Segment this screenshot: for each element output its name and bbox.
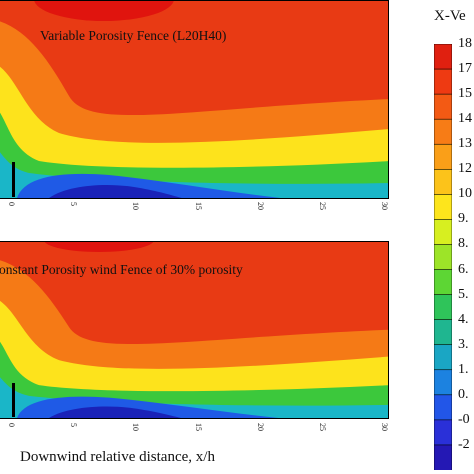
panel-title-top: Variable Porosity Fence (L20H40) (40, 28, 227, 43)
x-tick-label: 0 (7, 202, 16, 206)
legend-label: 8. (458, 236, 469, 252)
panel-title-bottom: onstant Porosity wind Fence of 30% poros… (0, 262, 243, 277)
band-navy (49, 406, 181, 418)
fence-marker-bottom (12, 383, 15, 417)
band-yellow (0, 66, 388, 198)
legend-swatch (434, 219, 452, 246)
legend-swatch (434, 44, 452, 70)
legend-label: 1. (458, 361, 469, 377)
legend-swatch (434, 143, 452, 171)
legend-label: 3. (458, 336, 469, 352)
legend-label: 15 (458, 86, 472, 102)
x-tick-label: 5 (69, 423, 79, 427)
legend-label: -2 (458, 436, 470, 452)
legend-label: 5. (458, 286, 469, 302)
legend-swatch (434, 394, 452, 421)
contour-panel-top: Variable Porosity Fence (L20H40) (0, 0, 389, 199)
legend-swatch (434, 269, 452, 296)
x-axis-top: 0 5 10 15 20 25 30 (0, 202, 474, 230)
x-tick-label: 30 (380, 423, 389, 431)
legend-label: 17 (458, 61, 472, 77)
legend-swatch (434, 244, 452, 271)
legend-swatch (434, 93, 452, 120)
legend-label: 12 (458, 161, 472, 177)
legend-swatch (434, 68, 452, 95)
legend-label: 10 (458, 186, 472, 202)
legend-label: -0 (458, 411, 470, 427)
legend-swatch (434, 444, 452, 470)
legend-swatch (434, 319, 452, 346)
legend-label: 6. (458, 261, 469, 277)
x-tick-label: 10 (131, 202, 141, 210)
legend-swatch (434, 118, 452, 146)
legend-label: 13 (458, 136, 472, 152)
legend-swatch (434, 168, 452, 196)
x-tick-label: 20 (255, 202, 265, 210)
contour-panel-bottom: onstant Porosity wind Fence of 30% poros… (0, 241, 389, 419)
x-tick-label: 5 (69, 202, 79, 206)
x-tick-label: 20 (255, 423, 265, 431)
legend-label: 0. (458, 386, 469, 402)
x-tick-label: 0 (7, 423, 16, 427)
contour-plot-bottom (0, 242, 388, 418)
x-axis-label: Downwind relative distance, x/h (20, 449, 215, 465)
x-tick-label: 15 (193, 423, 203, 431)
legend-label: 14 (458, 111, 472, 127)
x-tick-label: 25 (317, 423, 327, 431)
legend-swatch (434, 194, 452, 221)
legend-swatch (434, 369, 452, 396)
band-peak (44, 242, 154, 252)
x-tick-label: 10 (131, 423, 141, 431)
color-legend-bar (434, 44, 452, 470)
x-axis-bottom: 0 5 10 15 20 25 30 (0, 423, 474, 451)
fence-marker-top (12, 162, 15, 197)
legend-label: 9. (458, 211, 469, 227)
x-tick-label: 25 (317, 202, 327, 210)
band-yellow (0, 300, 388, 418)
legend-label: 4. (458, 311, 469, 327)
x-tick-label: 15 (193, 202, 203, 210)
x-tick-label: 30 (380, 202, 389, 210)
band-navy (49, 184, 182, 198)
contour-plot-top (0, 1, 388, 198)
legend-swatch (434, 344, 452, 371)
band-peak (34, 1, 174, 21)
legend-label: 18 (458, 36, 472, 51)
legend-title: X-Ve (434, 8, 466, 24)
legend-swatch (434, 294, 452, 321)
legend-swatch (434, 419, 452, 446)
